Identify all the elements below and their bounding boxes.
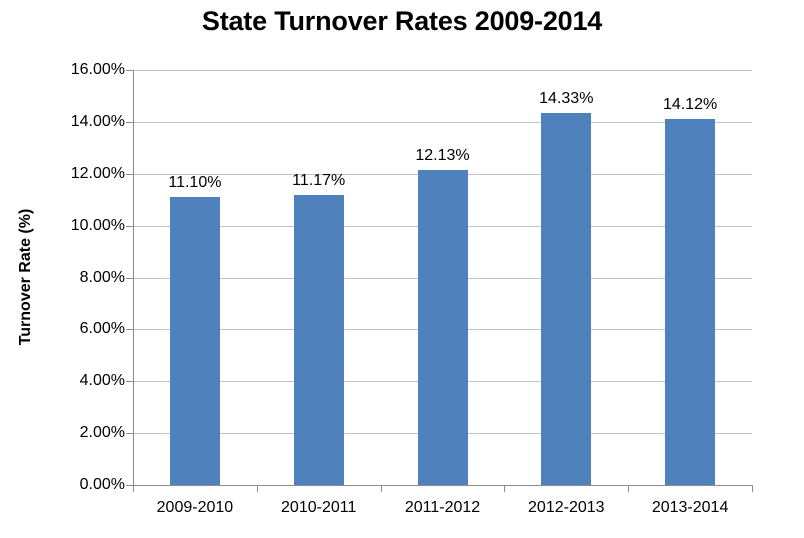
y-axis-tick-label: 12.00%: [70, 164, 125, 182]
bar-2009-2010: [169, 197, 220, 485]
x-axis-category-label: 2009-2010: [156, 499, 234, 516]
x-axis-category-label: 2013-2014: [651, 499, 729, 516]
bar-value-label: 11.17%: [292, 172, 346, 190]
gridline: [133, 70, 752, 71]
y-axis-tick-label: 10.00%: [70, 216, 125, 234]
bar-2010-2011: [293, 195, 344, 485]
gridline: [133, 121, 752, 123]
bar-value-label: 14.33%: [539, 90, 594, 108]
y-axis-tick-label: 14.00%: [70, 112, 125, 130]
y-axis-tick: [126, 173, 133, 175]
bar-value-label: 14.12%: [662, 95, 718, 113]
x-axis-category-label: 2012-2013: [528, 499, 605, 516]
bar-2012-2013: [541, 113, 592, 485]
x-axis-tick: [752, 485, 753, 492]
y-axis-tick-label: 6.00%: [79, 320, 125, 338]
x-axis-line: [127, 485, 752, 486]
chart-title: State Turnover Rates 2009-2014: [201, 6, 603, 36]
x-axis-tick: [628, 485, 630, 492]
y-axis-tick: [126, 329, 133, 331]
x-axis-category-label: 2011-2012: [404, 499, 481, 516]
bar-value-label: 12.13%: [415, 147, 470, 165]
y-axis-tick: [126, 70, 133, 71]
y-axis-tick-label: 16.00%: [70, 61, 125, 78]
y-axis-tick: [126, 121, 133, 123]
x-axis-tick: [133, 485, 134, 492]
y-axis-title: Turnover Rate (%): [17, 208, 34, 346]
x-axis-category-label: 2010-2011: [281, 499, 357, 516]
y-axis-tick: [126, 381, 133, 383]
x-axis-tick: [380, 485, 382, 492]
y-axis-tick-label: 2.00%: [79, 424, 125, 442]
y-axis-tick-label: 4.00%: [79, 372, 125, 390]
x-axis-tick: [504, 485, 506, 492]
y-axis-tick: [126, 277, 133, 279]
bar-value-label: 11.10%: [168, 174, 222, 192]
bar-2013-2014: [665, 118, 716, 485]
y-axis-tick-label: 0.00%: [79, 476, 125, 493]
bar-2011-2012: [417, 170, 468, 485]
y-axis-tick: [126, 225, 133, 227]
y-axis-tick: [126, 433, 133, 435]
y-axis-line: [133, 70, 134, 492]
x-axis-tick: [256, 485, 258, 492]
y-axis-tick-label: 8.00%: [79, 268, 125, 286]
